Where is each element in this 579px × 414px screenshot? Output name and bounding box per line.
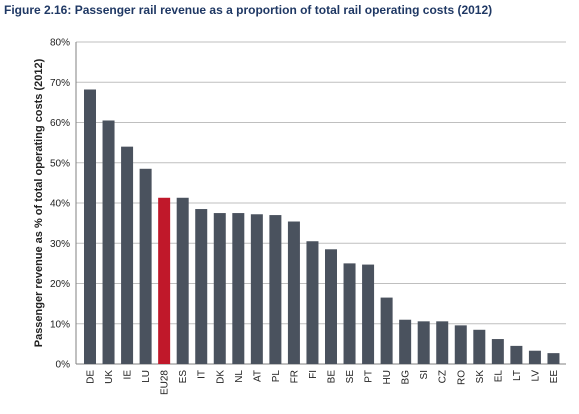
bars [84, 89, 560, 365]
bar-el [491, 339, 504, 364]
x-tick-label: EU28 [160, 370, 171, 395]
y-tick-label: 20% [50, 279, 70, 290]
x-tick-label: AT [252, 370, 263, 382]
x-tick-label: IE [123, 370, 134, 380]
y-tick-labels: 0% 10% 20% 30% 40% 50% 60% 70% 80% [50, 38, 70, 371]
y-axis-label: Passenger revenue as % of total operatin… [33, 58, 45, 347]
bar-si [417, 321, 430, 364]
bar-lu [139, 168, 152, 364]
bar-hu [380, 297, 393, 364]
bar-pl [269, 215, 282, 364]
y-tick-label: 10% [50, 319, 70, 330]
gridlines [75, 41, 566, 365]
bar-nl [232, 213, 245, 364]
y-tick-label: 30% [50, 239, 70, 250]
bar-lv [528, 350, 541, 364]
y-tick-label: 0% [56, 360, 71, 371]
bar-uk [102, 120, 115, 364]
bar-be [325, 249, 337, 364]
x-tick-label: LU [141, 370, 152, 383]
x-tick-label: EE [549, 370, 560, 384]
x-tick-label: DK [215, 370, 226, 384]
x-tick-label: CZ [438, 370, 449, 383]
bar-cz [436, 321, 449, 364]
y-tick-label: 70% [50, 78, 70, 89]
x-tick-label: PT [364, 370, 375, 383]
bar-se [343, 263, 356, 364]
x-tick-label: HU [382, 370, 393, 384]
x-tick-label: FI [308, 370, 319, 379]
x-tick-label: BG [401, 370, 412, 385]
bar-fr [287, 221, 300, 364]
x-tick-label: SK [475, 370, 486, 384]
x-tick-label: SI [419, 370, 430, 379]
bar-de [84, 89, 96, 365]
bar-eu28 [158, 197, 171, 364]
x-tick-label: FR [289, 370, 300, 383]
bar-bg [399, 319, 412, 364]
x-tick-label: RO [456, 370, 467, 385]
bar-sk [473, 329, 486, 364]
x-tick-label: DE [86, 370, 97, 384]
bar-ee [547, 353, 560, 364]
bar-lt [510, 345, 523, 364]
x-tick-label: UK [104, 370, 115, 384]
bar-it [195, 209, 208, 364]
x-tick-label: LT [512, 370, 523, 381]
bar-dk [213, 213, 226, 364]
x-tick-label: EL [493, 370, 504, 383]
y-tick-label: 50% [50, 158, 70, 169]
bar-pt [362, 264, 375, 364]
x-tick-labels: DE UK IE LU EU28 ES IT DK NL AT PL FR FI BE SE PT HU BG SI… [86, 370, 560, 395]
x-tick-label: NL [234, 370, 245, 383]
bar-ro [454, 325, 467, 364]
bar-fi [306, 241, 319, 364]
y-tick-label: 80% [50, 38, 70, 49]
x-tick-label: LV [530, 370, 541, 382]
x-tick-label: SE [345, 370, 356, 384]
x-tick-label: BE [327, 370, 338, 384]
bar-ie [121, 146, 134, 364]
bar-at [250, 214, 263, 364]
y-tick-label: 40% [50, 199, 70, 210]
figure-title: Figure 2.16: Passenger rail revenue as a… [4, 3, 493, 17]
y-tick-label: 60% [50, 118, 70, 129]
bar-es [176, 197, 189, 364]
x-tick-label: IT [197, 370, 208, 379]
x-tick-label: ES [178, 370, 189, 384]
x-tick-label: PL [271, 370, 282, 383]
